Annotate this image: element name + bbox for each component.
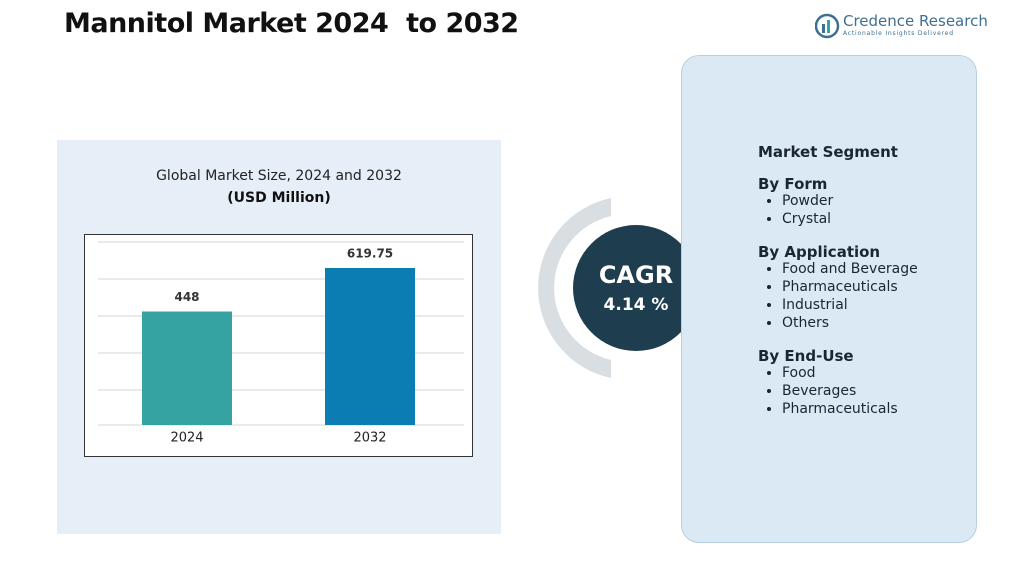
segment-group: By End-UseFoodBeveragesPharmaceuticals	[758, 347, 973, 418]
segment-item: Beverages	[782, 383, 973, 401]
logo-tagline: Actionable Insights Delivered	[843, 30, 954, 37]
segment-panel	[681, 55, 977, 543]
segment-item: Crystal	[782, 211, 973, 229]
segment-title: Market Segment	[758, 143, 898, 161]
bar	[142, 311, 232, 425]
segment-list: By FormPowderCrystal By ApplicationFood a…	[758, 175, 973, 433]
x-tick-label: 2032	[353, 431, 386, 446]
value-label: 448	[174, 290, 199, 304]
x-tick-label: 2024	[170, 431, 203, 446]
cagr-circle	[573, 225, 699, 351]
cagr-label: CAGR	[599, 261, 673, 289]
segment-item: Industrial	[782, 297, 973, 315]
cagr-badge: CAGR 4.14 %	[538, 198, 703, 378]
bar	[325, 268, 415, 425]
segment-item: Pharmaceuticals	[782, 279, 973, 297]
segment-item: Food	[782, 365, 973, 383]
chart: 448 2024 619.75 2032	[84, 234, 473, 457]
segment-items: Food and BeveragePharmaceuticalsIndustri…	[758, 261, 973, 332]
value-label: 619.75	[347, 247, 393, 261]
segment-item: Pharmaceuticals	[782, 401, 973, 419]
segment-group-title: By Application	[758, 243, 881, 262]
segment-group-title: By Form	[758, 175, 828, 193]
segment-group: By FormPowderCrystal	[758, 175, 973, 228]
chart-unit: (USD Million)	[227, 190, 331, 206]
segment-item: Others	[782, 315, 973, 333]
chart-title: Global Market Size, 2024 and 2032	[156, 168, 402, 184]
segment-item: Powder	[782, 193, 973, 211]
segment-item: Food and Beverage	[782, 261, 973, 279]
segment-items: PowderCrystal	[758, 193, 973, 228]
segment-group: By ApplicationFood and BeveragePharmaceu…	[758, 243, 973, 332]
segment-group-title: By End-Use	[758, 347, 854, 366]
segment-items: FoodBeveragesPharmaceuticals	[758, 365, 973, 418]
logo-name: Credence Research	[843, 12, 988, 30]
cagr-value: 4.14 %	[604, 295, 669, 315]
logo-icon	[815, 13, 840, 39]
page-title: Mannitol Market 2024 to 2032	[64, 8, 519, 39]
cagr-halo	[538, 198, 611, 378]
